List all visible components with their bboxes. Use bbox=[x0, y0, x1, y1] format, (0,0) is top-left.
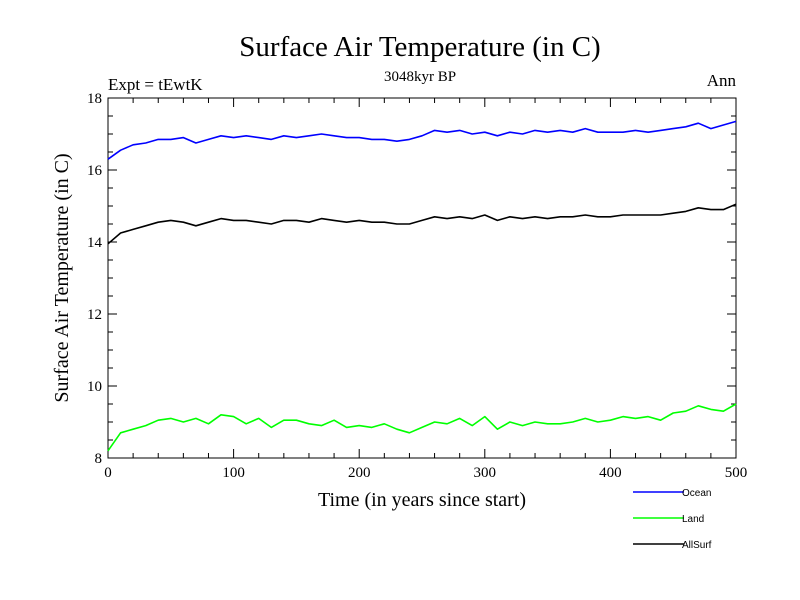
x-tick-label: 100 bbox=[222, 465, 245, 481]
chart-title: Surface Air Temperature (in C) bbox=[239, 31, 600, 63]
y-tick-label: 16 bbox=[87, 163, 103, 179]
axis-ticks: 0 100 200 300 400 500 8 10 12 14 16 18 bbox=[87, 91, 747, 481]
x-tick-label: 200 bbox=[348, 465, 371, 481]
experiment-label: Expt = tEwtK bbox=[108, 75, 203, 94]
y-tick-label: 8 bbox=[95, 451, 103, 467]
x-axis-label: Time (in years since start) bbox=[318, 489, 526, 511]
legend-label-allsurf: AllSurf bbox=[682, 540, 712, 551]
plot-area: 0 100 200 300 400 500 8 10 12 14 16 18 bbox=[87, 91, 747, 481]
plot-frame bbox=[107, 97, 737, 459]
y-tick-label: 10 bbox=[87, 379, 102, 395]
y-tick-label: 12 bbox=[87, 307, 102, 323]
series-line-ocean bbox=[107, 120, 737, 160]
y-axis-label: Surface Air Temperature (in C) bbox=[51, 153, 73, 402]
chart-subtitle: 3048kyr BP bbox=[384, 69, 456, 85]
series-layer bbox=[107, 120, 737, 452]
season-label: Ann bbox=[707, 71, 737, 90]
y-tick-label: 18 bbox=[87, 91, 102, 107]
legend: Ocean Land AllSurf bbox=[633, 488, 712, 551]
legend-label-ocean: Ocean bbox=[682, 488, 711, 499]
x-tick-label: 500 bbox=[725, 465, 748, 481]
x-tick-label: 400 bbox=[599, 465, 622, 481]
x-tick-label: 300 bbox=[474, 465, 497, 481]
legend-label-land: Land bbox=[682, 514, 704, 525]
x-tick-label: 0 bbox=[104, 465, 112, 481]
series-line-allsurf bbox=[107, 203, 737, 245]
y-tick-label: 14 bbox=[87, 235, 103, 251]
series-line-land bbox=[107, 403, 737, 452]
